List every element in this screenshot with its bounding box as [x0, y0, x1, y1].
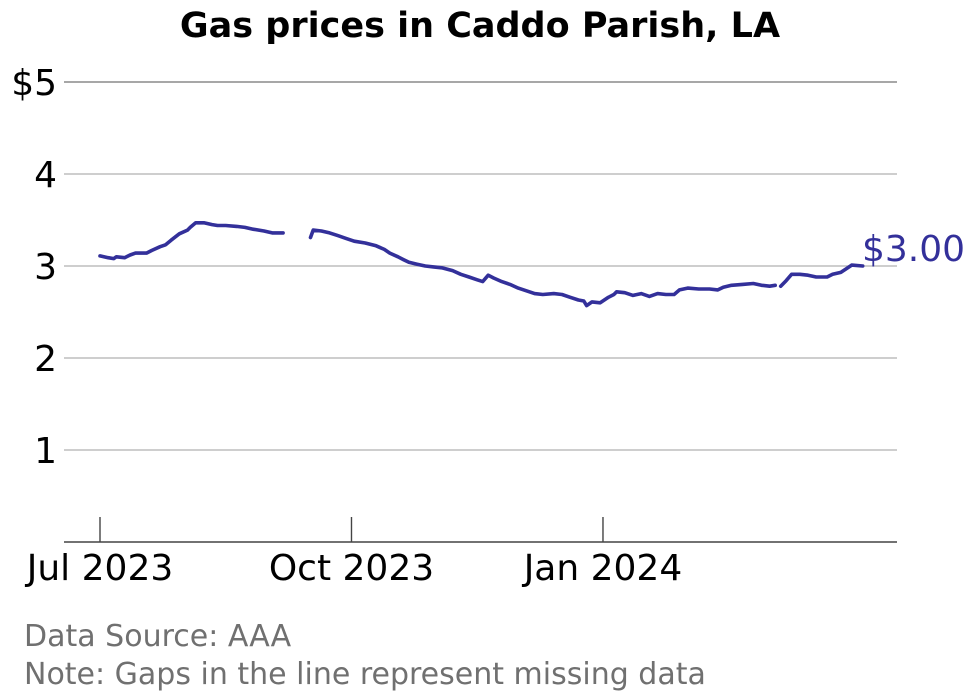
price-line-segment-3 — [778, 263, 865, 288]
price-line-segment-2 — [308, 228, 777, 308]
price-line-segment-1 — [98, 221, 285, 261]
x-tick-label: Jul 2023 — [25, 548, 174, 589]
y-tick-label: 4 — [34, 155, 57, 196]
chart-title: Gas prices in Caddo Parish, LA — [180, 6, 780, 46]
x-axis-ticks: Jul 2023 Oct 2023 Jan 2024 — [25, 517, 683, 589]
price-series — [98, 221, 865, 308]
y-tick-label: 1 — [34, 431, 57, 472]
x-tick-label: Jan 2024 — [522, 548, 683, 589]
x-tick-label: Oct 2023 — [269, 548, 434, 589]
missing-data-note: Note: Gaps in the line represent missing… — [24, 657, 706, 692]
gridlines — [64, 81, 897, 451]
y-tick-label: 3 — [34, 247, 57, 288]
y-axis-ticks: 1 2 3 4 $5 — [11, 63, 57, 472]
data-source-note: Data Source: AAA — [24, 619, 292, 654]
y-tick-label: 2 — [34, 339, 57, 380]
latest-price-label: $3.00 — [862, 229, 965, 270]
y-tick-label: $5 — [11, 63, 57, 104]
